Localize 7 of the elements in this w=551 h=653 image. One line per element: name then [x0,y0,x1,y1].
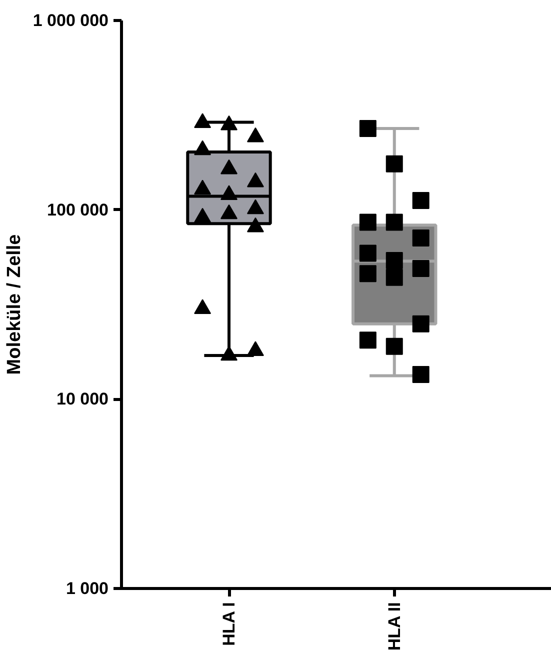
y-tick-label: 1 000 [66,579,109,598]
y-axis-title: Moleküle / Zelle [4,234,25,375]
y-tick-label: 10 000 [56,390,109,409]
x-tick-label: HLA II [384,602,404,651]
x-tick-label: HLA I [220,602,238,646]
y-tick-label: 100 000 [47,200,108,220]
y-tick-label: 1 000 000 [32,11,109,30]
